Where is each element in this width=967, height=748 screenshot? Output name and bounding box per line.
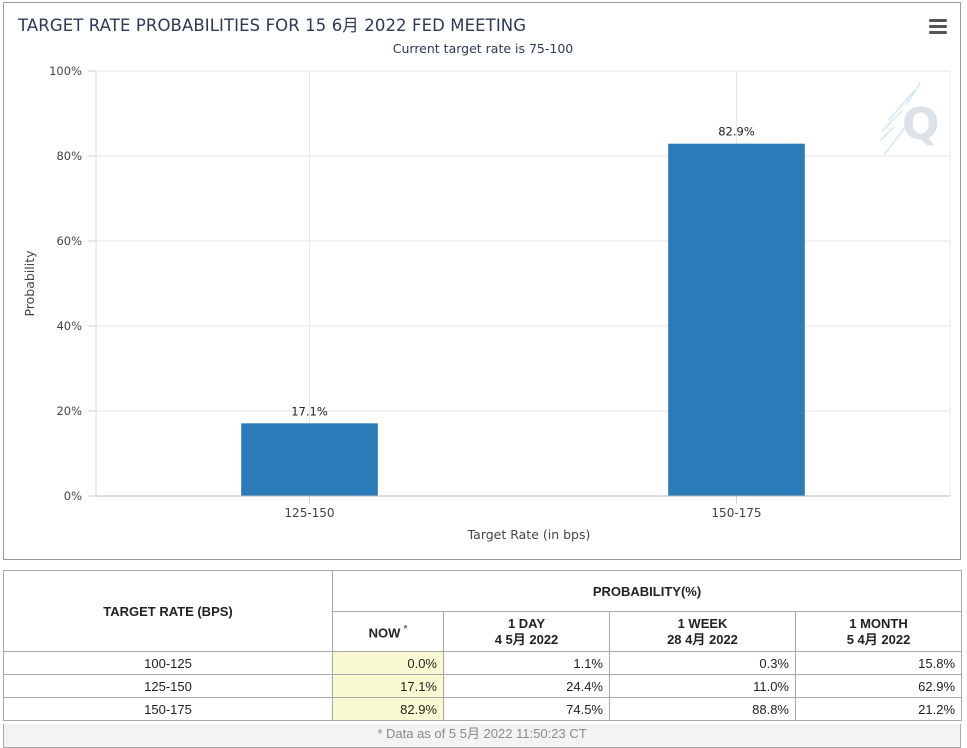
one-month-cell: 62.9% (794, 674, 963, 698)
data-label: 82.9% (718, 125, 755, 139)
one-week-cell: 11.0% (609, 674, 796, 698)
rate-cell: 100-125 (3, 651, 333, 675)
probability-header: PROBABILITY(%) (331, 570, 963, 612)
one-month-cell: 21.2% (794, 697, 963, 721)
one-day-cell: 74.5% (443, 697, 610, 721)
one-day-column-header: 1 DAY 4 5月 2022 (443, 611, 610, 652)
rate-cell: 125-150 (3, 674, 333, 698)
chart-title: TARGET RATE PROBABILITIES FOR 15 6月 2022… (18, 16, 527, 35)
bar (241, 423, 378, 496)
quikstrike-q-logo-icon: Q (879, 81, 942, 163)
rate-column-header: TARGET RATE (BPS) (3, 570, 333, 652)
probability-table: TARGET RATE (BPS) PROBABILITY(%) NOW * 1 … (3, 570, 963, 721)
data-label: 17.1% (291, 404, 328, 418)
data-timestamp-footnote: * Data as of 5 5月 2022 11:50:23 CT (3, 724, 961, 748)
one-month-cell: 15.8% (794, 651, 963, 675)
y-tick-label: 60% (56, 234, 82, 248)
now-cell: 0.0% (332, 651, 444, 675)
one-week-cell: 0.3% (609, 651, 796, 675)
y-tick-label: 80% (56, 149, 82, 163)
one-week-column-header: 1 WEEK 28 4月 2022 (609, 611, 796, 652)
hamburger-menu-icon[interactable] (928, 17, 948, 39)
y-tick-label: 20% (56, 404, 82, 418)
y-tick-label: 40% (56, 319, 82, 333)
table-row: 150-175 82.9% 74.5% 88.8% 21.2% (3, 697, 963, 721)
y-axis-title: Probability (22, 250, 37, 317)
chart-panel: 0% 20% 40% 60% 80% 100% 17.1% 125-150 82.9% 150-1… (3, 2, 961, 560)
x-axis-title: Target Rate (in bps) (467, 527, 591, 542)
x-tick-label: 125-150 (284, 506, 334, 520)
one-day-cell: 1.1% (443, 651, 610, 675)
table-row: 100-125 0.0% 1.1% 0.3% 15.8% (3, 651, 963, 675)
one-month-column-header: 1 MONTH 5 4月 2022 (794, 611, 963, 652)
now-cell: 82.9% (332, 697, 444, 721)
x-tick-label: 150-175 (711, 506, 761, 520)
rate-cell: 150-175 (3, 697, 333, 721)
y-tick-label: 0% (64, 489, 82, 503)
svg-text:Q: Q (902, 99, 939, 150)
now-cell: 17.1% (332, 674, 444, 698)
one-day-cell: 24.4% (443, 674, 610, 698)
y-tick-label: 100% (49, 64, 82, 78)
one-week-cell: 88.8% (609, 697, 796, 721)
table-row: 125-150 17.1% 24.4% 11.0% 62.9% (3, 674, 963, 698)
bar (668, 143, 805, 497)
now-column-header: NOW * (332, 611, 444, 652)
chart-subtitle: Current target rate is 75-100 (392, 41, 574, 56)
bar-chart: 0% 20% 40% 60% 80% 100% 17.1% 125-150 82.9% 150-1… (22, 64, 951, 542)
